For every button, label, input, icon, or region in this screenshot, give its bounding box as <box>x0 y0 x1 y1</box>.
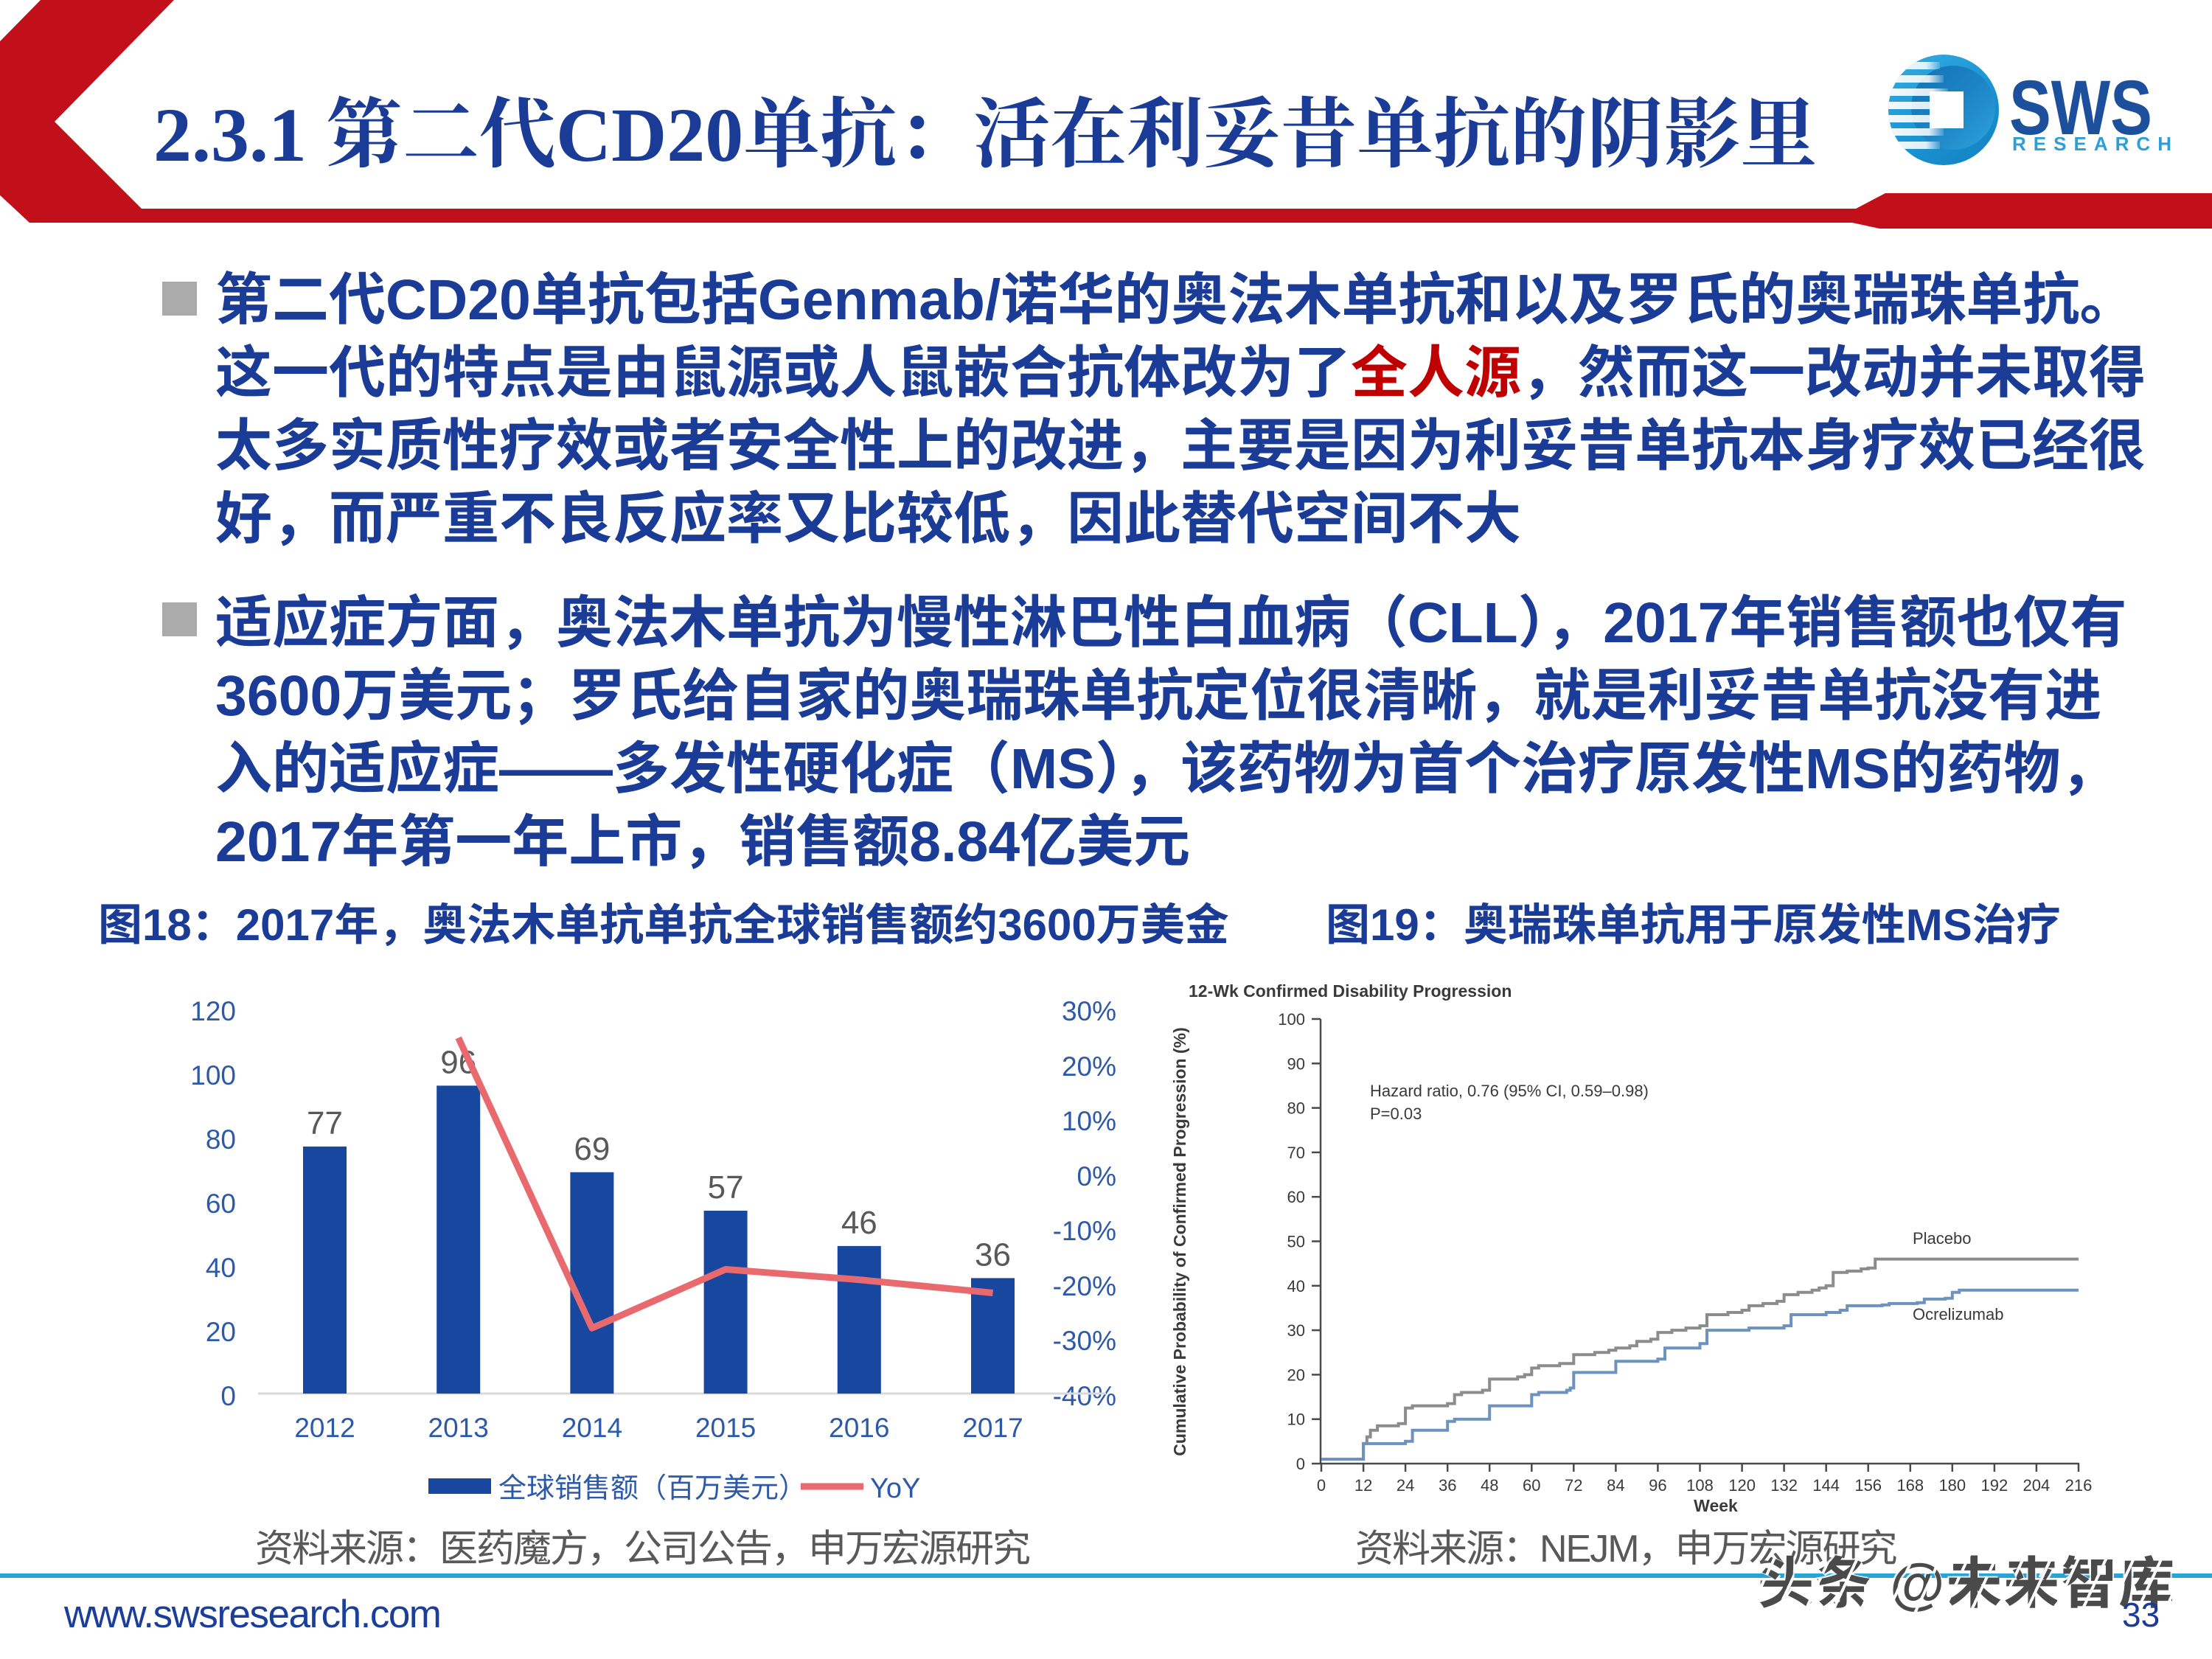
svg-text:60: 60 <box>1523 1476 1540 1495</box>
svg-text:30%: 30% <box>1062 996 1116 1026</box>
svg-text:20: 20 <box>206 1317 236 1347</box>
svg-text:100: 100 <box>1278 1010 1305 1029</box>
svg-text:2014: 2014 <box>562 1413 622 1443</box>
svg-text:100: 100 <box>190 1060 236 1091</box>
svg-text:2015: 2015 <box>695 1413 756 1443</box>
svg-text:180: 180 <box>1938 1476 1966 1495</box>
svg-text:156: 156 <box>1854 1476 1882 1495</box>
svg-text:108: 108 <box>1686 1476 1714 1495</box>
svg-text:0: 0 <box>1296 1455 1305 1473</box>
svg-text:-10%: -10% <box>1053 1216 1116 1246</box>
svg-text:YoY: YoY <box>870 1473 920 1504</box>
svg-text:12-Wk Confirmed Disability Pro: 12-Wk Confirmed Disability Progression <box>1189 981 1512 1001</box>
svg-text:216: 216 <box>2065 1476 2093 1495</box>
svg-text:36: 36 <box>1439 1476 1456 1495</box>
svg-text:20%: 20% <box>1062 1051 1116 1082</box>
svg-text:50: 50 <box>1287 1233 1305 1251</box>
svg-text:20: 20 <box>1287 1366 1305 1384</box>
svg-text:69: 69 <box>574 1131 610 1167</box>
svg-text:132: 132 <box>1770 1476 1798 1495</box>
svg-text:Ocrelizumab: Ocrelizumab <box>1913 1305 2003 1324</box>
svg-text:57: 57 <box>708 1169 744 1206</box>
svg-text:P=0.03: P=0.03 <box>1370 1105 1422 1123</box>
svg-text:0%: 0% <box>1077 1161 1116 1192</box>
svg-text:84: 84 <box>1607 1476 1624 1495</box>
svg-text:30: 30 <box>1287 1321 1305 1340</box>
svg-text:40: 40 <box>206 1253 236 1283</box>
svg-text:10: 10 <box>1287 1411 1305 1429</box>
svg-text:72: 72 <box>1565 1476 1582 1495</box>
svg-text:12: 12 <box>1354 1476 1372 1495</box>
svg-text:0: 0 <box>220 1381 236 1411</box>
svg-text:全球销售额（百万美元）: 全球销售额（百万美元） <box>498 1473 807 1504</box>
svg-text:48: 48 <box>1481 1476 1498 1495</box>
svg-text:60: 60 <box>206 1189 236 1219</box>
svg-text:-30%: -30% <box>1053 1326 1116 1356</box>
svg-text:SWS: SWS <box>2009 65 2152 151</box>
svg-text:24: 24 <box>1397 1476 1414 1495</box>
svg-text:80: 80 <box>206 1124 236 1155</box>
svg-text:40: 40 <box>1287 1277 1305 1295</box>
svg-text:10%: 10% <box>1062 1106 1116 1136</box>
svg-text:Placebo: Placebo <box>1913 1229 1972 1248</box>
svg-text:120: 120 <box>190 996 236 1026</box>
svg-text:Week: Week <box>1694 1496 1738 1515</box>
svg-text:46: 46 <box>841 1205 877 1241</box>
svg-text:2016: 2016 <box>829 1413 889 1443</box>
svg-text:0: 0 <box>1317 1476 1326 1495</box>
svg-text:90: 90 <box>1287 1054 1305 1073</box>
svg-text:36: 36 <box>975 1237 1011 1273</box>
svg-text:204: 204 <box>2023 1476 2051 1495</box>
svg-text:2013: 2013 <box>428 1413 489 1443</box>
svg-text:192: 192 <box>1981 1476 2008 1495</box>
svg-text:60: 60 <box>1287 1188 1305 1206</box>
svg-text:-40%: -40% <box>1053 1381 1116 1411</box>
svg-text:-20%: -20% <box>1053 1271 1116 1301</box>
svg-text:80: 80 <box>1287 1099 1305 1118</box>
svg-text:Cumulative Probability of Conf: Cumulative Probability of Confirmed Prog… <box>1170 1027 1189 1455</box>
svg-text:2012: 2012 <box>294 1413 355 1443</box>
svg-text:70: 70 <box>1287 1144 1305 1162</box>
svg-text:77: 77 <box>307 1105 343 1141</box>
svg-text:168: 168 <box>1896 1476 1924 1495</box>
svg-text:120: 120 <box>1728 1476 1756 1495</box>
svg-text:144: 144 <box>1812 1476 1840 1495</box>
svg-text:2017: 2017 <box>962 1413 1023 1443</box>
svg-text:Hazard ratio, 0.76 (95% CI, 0.: Hazard ratio, 0.76 (95% CI, 0.59–0.98) <box>1370 1082 1649 1100</box>
svg-text:96: 96 <box>1649 1476 1666 1495</box>
